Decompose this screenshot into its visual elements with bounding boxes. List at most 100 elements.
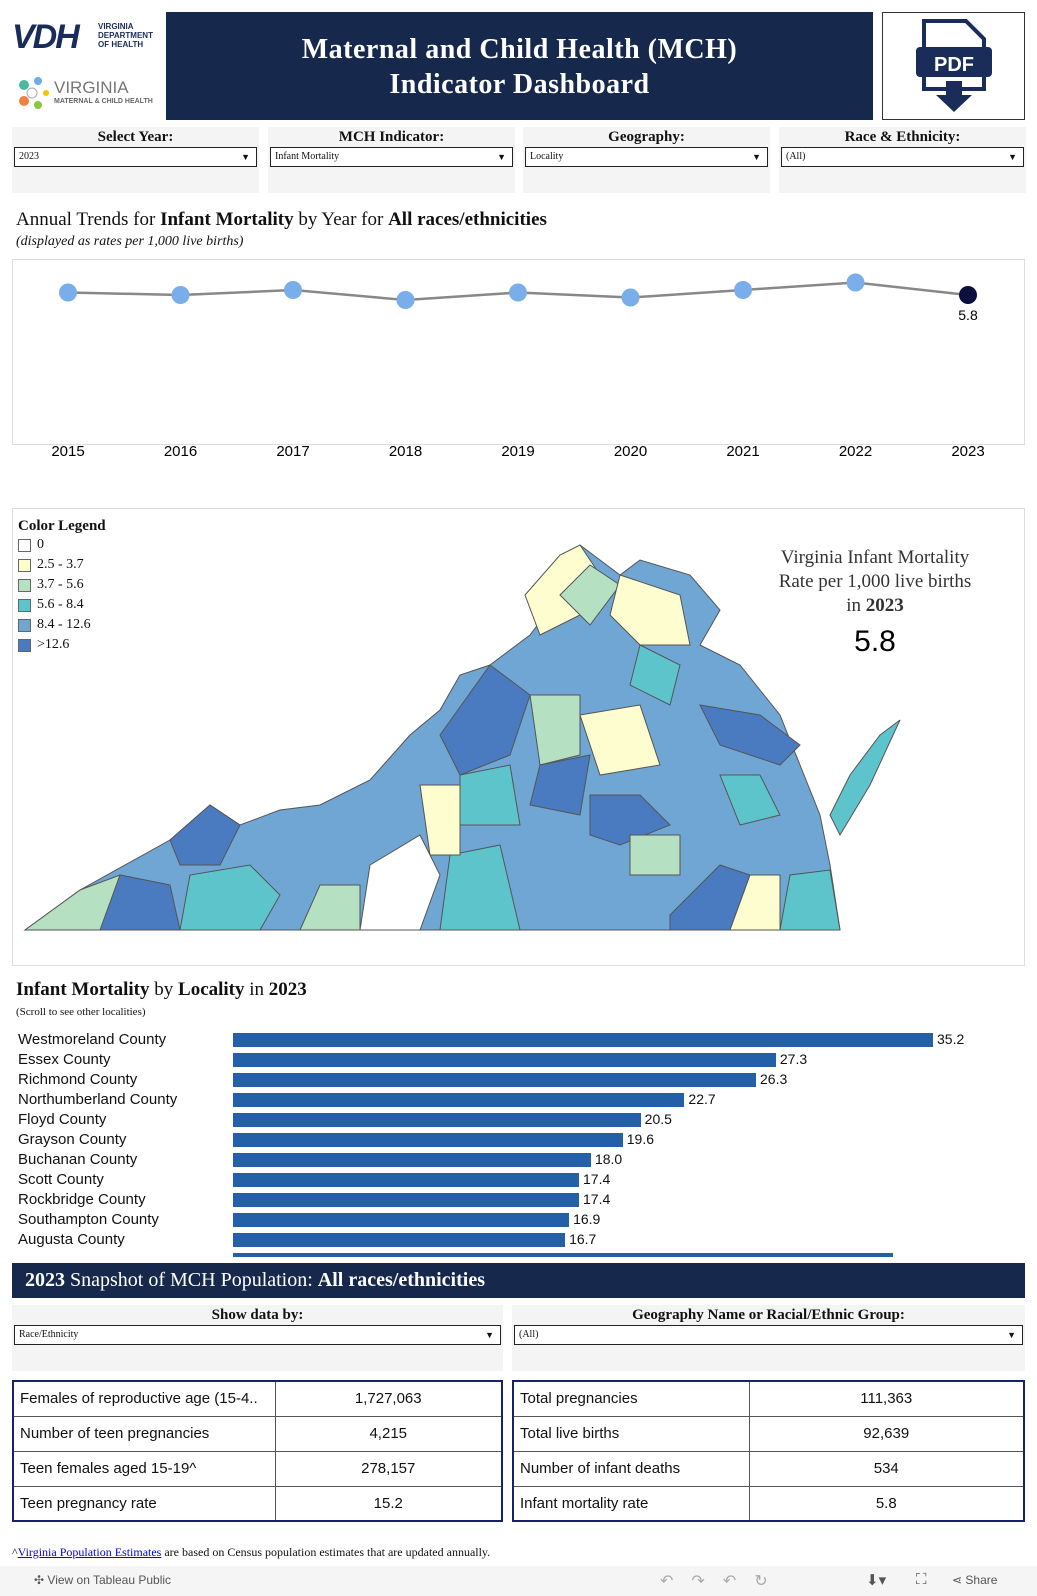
bar[interactable]	[233, 1213, 570, 1227]
metric-label: Teen females aged 15-19^	[12, 1450, 276, 1487]
year-dropdown[interactable]: 2023 ▼	[14, 147, 257, 167]
dropdown-arrow-icon: ▼	[485, 1330, 494, 1340]
legend-item[interactable]: 8.4 - 12.6	[18, 615, 106, 635]
metric-label: Number of infant deaths	[512, 1450, 750, 1487]
filter-year: Select Year: 2023 ▼	[12, 127, 259, 193]
bar-value-label: 26.3	[760, 1071, 788, 1087]
metric-value: 1,727,063	[274, 1380, 503, 1417]
trend-point-2016[interactable]	[171, 286, 190, 304]
color-legend: Color Legend 0 2.5 - 3.7 3.7 - 5.6 5.6 - 8.…	[18, 518, 106, 655]
trend-point-2018[interactable]	[396, 291, 415, 309]
dashboard-title: Maternal and Child Health (MCH) Indicato…	[166, 12, 873, 120]
metric-label: Infant mortality rate	[512, 1485, 750, 1522]
trend-point-2023[interactable]	[959, 286, 977, 304]
vdh-logo: VDH VIRGINIA DEPARTMENT OF HEALTH	[12, 18, 153, 56]
bar[interactable]	[233, 1113, 641, 1127]
trend-point-2017[interactable]	[284, 281, 302, 299]
bar[interactable]	[233, 1133, 623, 1147]
metric-value: 111,363	[748, 1380, 1025, 1417]
bar-value-label: 18.0	[594, 1151, 623, 1167]
trend-point-2020[interactable]	[621, 288, 640, 307]
bar-row[interactable]: Richmond County 26.3	[0, 1070, 1000, 1090]
trend-point-2021[interactable]	[734, 281, 752, 299]
legend-swatch	[18, 598, 31, 612]
geo-group-filter: Geography Name or Racial/Ethnic Group: (…	[512, 1305, 1025, 1371]
view-on-tableau-link[interactable]: ✣ View on Tableau Public	[34, 1573, 172, 1587]
bar-chart-title: Infant Mortality by Locality in 2023	[16, 979, 307, 1000]
legend-swatch	[18, 618, 31, 632]
bar[interactable]	[233, 1193, 580, 1207]
x-tick-label: 2016	[164, 443, 197, 460]
bar-row[interactable]: Northumberland County 22.7	[0, 1090, 1000, 1110]
bar-row[interactable]: Buchanan County 18.0	[0, 1150, 1000, 1170]
table-row: Number of teen pregnancies 4,215	[12, 1415, 503, 1452]
table-row: Total live births 92,639	[512, 1415, 1025, 1452]
bar-value-label: 35.2	[937, 1031, 965, 1047]
bar-category-label: Northumberland County	[18, 1091, 178, 1108]
metric-label: Females of reproductive age (15-4..	[12, 1380, 276, 1417]
show-data-by-dropdown[interactable]: Race/Ethnicity ▼	[14, 1325, 501, 1345]
undo-redo-icons[interactable]: ↶↷↶↻	[660, 1573, 786, 1590]
x-tick-label: 2017	[276, 443, 309, 460]
geo-group-dropdown[interactable]: (All) ▼	[514, 1325, 1023, 1345]
bar-row[interactable]: Westmoreland County 35.2	[0, 1030, 1000, 1050]
tableau-icon: ✣	[34, 1573, 45, 1587]
trend-point-2022[interactable]	[846, 273, 865, 292]
bar-row[interactable]: Scott County 17.4	[0, 1170, 1000, 1190]
bar[interactable]	[233, 1153, 591, 1167]
legend-swatch	[18, 538, 31, 552]
legend-item[interactable]: 3.7 - 5.6	[18, 575, 106, 595]
table-row: Total pregnancies 111,363	[512, 1380, 1025, 1417]
bar-row[interactable]: Floyd County 20.5	[0, 1110, 1000, 1130]
bar[interactable]	[233, 1173, 580, 1187]
download-icon[interactable]: ⬇▾	[866, 1572, 887, 1589]
fullscreen-icon[interactable]: ⛶	[916, 1571, 927, 1588]
bar-row[interactable]: Augusta County 16.7	[0, 1230, 1000, 1250]
filter-indicator: MCH Indicator: Infant Mortality ▼	[268, 127, 515, 193]
legend-item[interactable]: >12.6	[18, 635, 106, 655]
x-tick-label: 2015	[51, 443, 84, 460]
bar-value-label: 20.5	[644, 1111, 672, 1127]
population-estimates-link[interactable]: Virginia Population Estimates	[17, 1545, 162, 1559]
x-tick-label: 2023	[951, 443, 984, 460]
bar[interactable]	[233, 1073, 756, 1087]
tableau-toolbar: ✣ View on Tableau Public ↶↷↶↻ ⬇▾ ⛶ ⋖ Sha…	[0, 1566, 1037, 1596]
filter-geography: Geography: Locality ▼	[523, 127, 770, 193]
metric-label: Total pregnancies	[512, 1380, 750, 1417]
bar[interactable]	[233, 1093, 685, 1107]
pdf-download-button[interactable]: PDF	[882, 12, 1025, 120]
bar-value-label: 16.9	[573, 1211, 601, 1227]
bar-row[interactable]: Grayson County 19.6	[0, 1130, 1000, 1150]
share-icon: ⋖	[952, 1573, 963, 1587]
metric-value: 92,639	[748, 1415, 1025, 1452]
legend-item[interactable]: 2.5 - 3.7	[18, 555, 106, 575]
show-data-by-filter: Show data by: Race/Ethnicity ▼	[12, 1305, 503, 1371]
bar-row[interactable]: Rockbridge County 17.4	[0, 1190, 1000, 1210]
metric-value: 15.2	[274, 1485, 503, 1522]
filter-race: Race & Ethnicity: (All) ▼	[779, 127, 1026, 193]
trend-line-chart: 2015 2016 2017 2018 2019 2020 2021 2022 2023 5.8	[51, 273, 985, 460]
bar-row[interactable]: Southampton County 16.9	[0, 1210, 1000, 1230]
metric-value: 5.8	[748, 1485, 1025, 1522]
bar[interactable]	[233, 1053, 776, 1067]
geography-dropdown[interactable]: Locality ▼	[525, 147, 768, 167]
trend-point-2019[interactable]	[509, 283, 527, 302]
bar-value-label: 17.4	[583, 1191, 611, 1207]
share-button[interactable]: ⋖ Share	[952, 1573, 998, 1587]
bar[interactable]	[233, 1033, 933, 1047]
bar	[233, 1253, 893, 1257]
bar-category-label: Scott County	[18, 1171, 104, 1188]
dropdown-arrow-icon: ▼	[497, 152, 506, 162]
virginia-choropleth-map[interactable]	[20, 535, 920, 935]
metric-label: Teen pregnancy rate	[12, 1485, 276, 1522]
race-dropdown[interactable]: (All) ▼	[781, 147, 1024, 167]
legend-item[interactable]: 0	[18, 535, 106, 555]
legend-item[interactable]: 5.6 - 8.4	[18, 595, 106, 615]
data-label: 5.8	[958, 307, 978, 323]
trend-point-2015[interactable]	[59, 283, 77, 302]
locality-bar-chart[interactable]: Westmoreland County 35.2 Essex County 27.3 R…	[0, 1030, 1037, 1257]
bar-row-partial	[0, 1250, 1000, 1257]
indicator-dropdown[interactable]: Infant Mortality ▼	[270, 147, 513, 167]
bar[interactable]	[233, 1233, 566, 1247]
bar-row[interactable]: Essex County 27.3	[0, 1050, 1000, 1070]
